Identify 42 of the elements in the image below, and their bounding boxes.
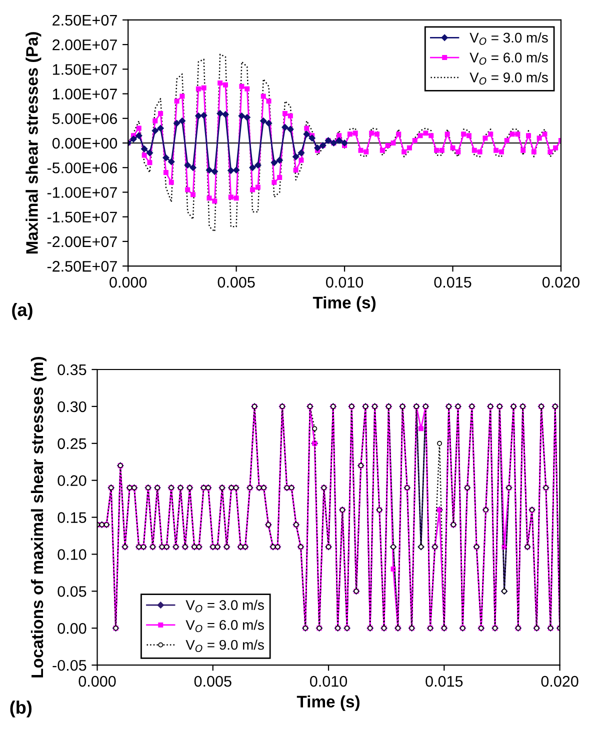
- x-axis-title: Time (s): [312, 296, 376, 312]
- y-tick-label: 0.00: [58, 623, 86, 634]
- x-tick-label: 0.000: [78, 676, 116, 687]
- legend-label: V$_{O}$ = 6.0 m/s: [186, 620, 264, 632]
- y-tick-label: -2.50E+07: [47, 260, 117, 272]
- x-tick-label: 0.020: [542, 276, 580, 288]
- y-tick-label: 0.30: [58, 401, 86, 412]
- y-tick-label: -5.00E+06: [47, 162, 118, 174]
- y-tick-label: 1.00E+07: [53, 88, 117, 100]
- y-tick-label: 0.25: [58, 438, 86, 450]
- x-tick-label: 0.005: [218, 276, 255, 288]
- y-tick-label: -0.05: [52, 660, 86, 671]
- x-tick-label: 0.005: [194, 676, 232, 687]
- x-tick-label: 0.010: [326, 276, 364, 288]
- y-tick-label: 0.00E+00: [52, 138, 118, 149]
- y-tick-label: 0.05: [58, 586, 86, 597]
- y-tick-label: 0.15: [58, 512, 86, 523]
- y-tick-label: 1.50E+07: [53, 64, 117, 75]
- legend-label: V$_{O}$ = 9.0 m/s: [186, 640, 264, 652]
- y-tick-label: -2.00E+07: [47, 236, 117, 248]
- y-axis-title: Locations of maximal shear stresses (m): [30, 356, 46, 678]
- x-tick-label: 0.010: [310, 676, 348, 687]
- legend-label: V$_{O}$ = 6.0 m/s: [470, 52, 548, 65]
- x-tick-label: 0.020: [541, 676, 578, 687]
- y-tick-label: 2.50E+07: [52, 14, 117, 26]
- y-tick-label: -1.00E+07: [47, 187, 117, 198]
- y-tick-label: 0.35: [58, 364, 86, 376]
- y-tick-label: -1.50E+07: [47, 212, 117, 223]
- y-axis-title: Maximal shear stresses (Pa): [26, 32, 42, 254]
- y-tick-label: 5.00E+06: [52, 113, 118, 124]
- text: (a): [12, 302, 32, 320]
- legend-label: V$_{O}$ = 9.0 m/s: [470, 72, 548, 85]
- x-tick-label: 0.000: [110, 276, 147, 288]
- legend-label: V$_{O}$ = 3.0 m/s: [186, 600, 264, 612]
- text: (b): [10, 700, 32, 718]
- y-tick-label: 0.20: [58, 475, 86, 486]
- x-tick-label: 0.015: [434, 276, 472, 288]
- legend-label: V$_{O}$ = 3.0 m/s: [470, 32, 548, 45]
- x-axis-title: Time (s): [296, 695, 360, 711]
- y-tick-label: 2.00E+07: [52, 39, 117, 50]
- x-tick-label: 0.015: [426, 676, 463, 687]
- y-tick-label: 0.10: [58, 549, 86, 560]
